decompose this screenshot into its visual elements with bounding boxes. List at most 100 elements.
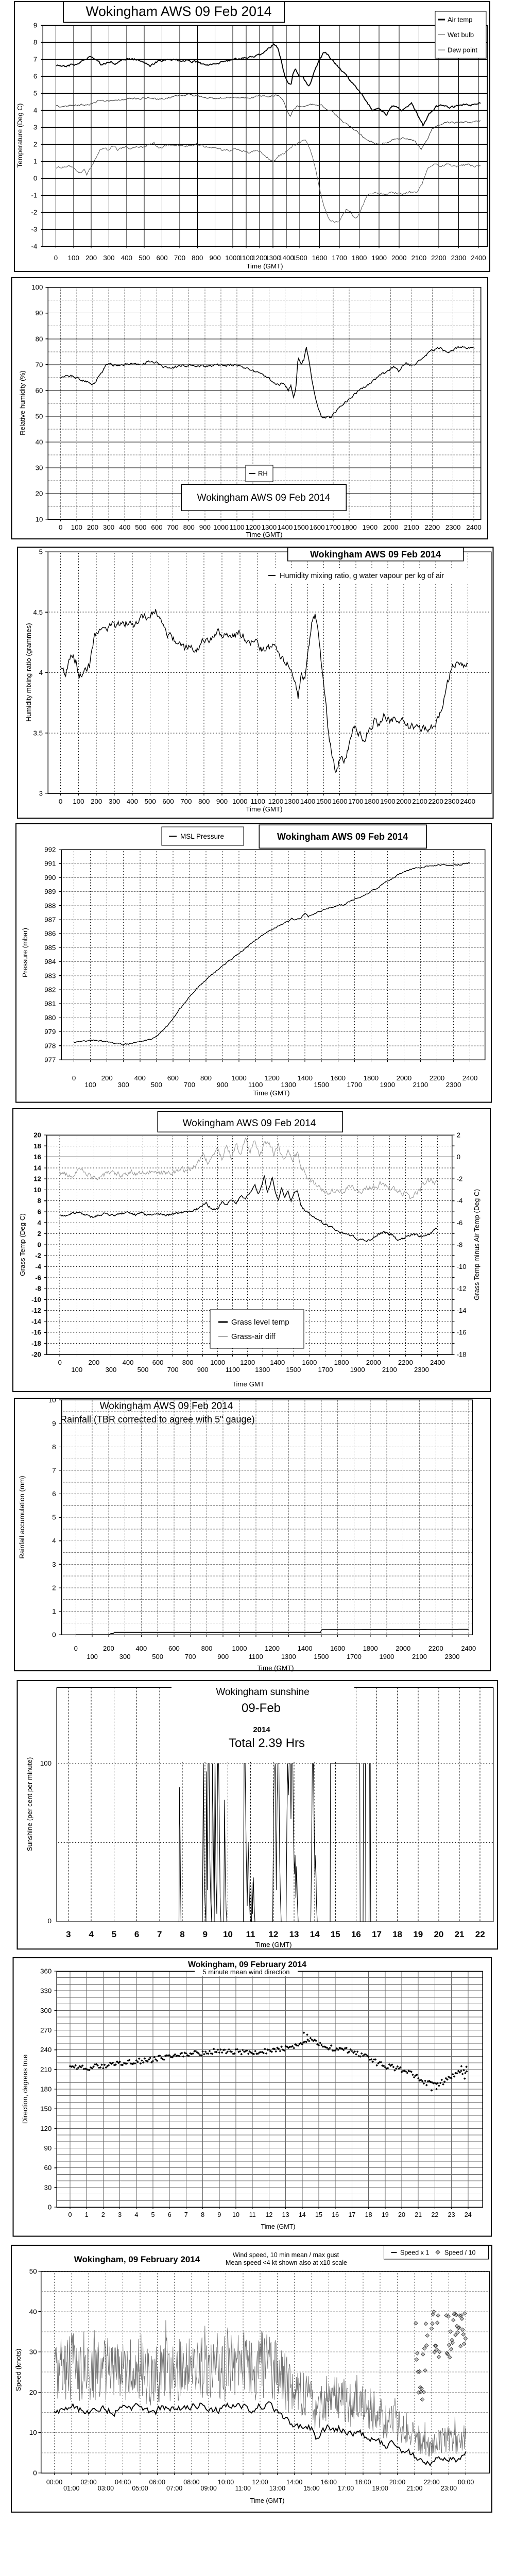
svg-text:50: 50 xyxy=(29,2267,37,2275)
svg-text:200: 200 xyxy=(91,798,102,805)
svg-text:600: 600 xyxy=(168,1645,180,1652)
svg-text:100: 100 xyxy=(73,798,84,805)
svg-text:900: 900 xyxy=(217,1653,229,1660)
svg-text:6: 6 xyxy=(168,2211,171,2218)
svg-text:Wokingham AWS 09 Feb 2014: Wokingham AWS 09 Feb 2014 xyxy=(100,1401,233,1412)
svg-text:500: 500 xyxy=(145,798,156,805)
svg-text:2300: 2300 xyxy=(451,254,467,262)
svg-text:500: 500 xyxy=(151,1081,162,1089)
svg-text:989: 989 xyxy=(44,888,56,895)
svg-text:1400: 1400 xyxy=(300,798,316,805)
svg-text:200: 200 xyxy=(88,1359,99,1366)
svg-text:3: 3 xyxy=(118,2211,122,2218)
svg-text:700: 700 xyxy=(167,523,179,531)
svg-text:Total 2.39 Hrs: Total 2.39 Hrs xyxy=(229,1736,305,1750)
svg-text:100: 100 xyxy=(40,1759,52,1767)
svg-text:2000: 2000 xyxy=(391,254,407,262)
svg-text:2: 2 xyxy=(101,2211,105,2218)
svg-text:Time (GMT): Time (GMT) xyxy=(255,1941,291,1948)
svg-text:Wokingham AWS 09 Feb 2014: Wokingham AWS 09 Feb 2014 xyxy=(310,549,441,560)
svg-text:8: 8 xyxy=(180,1929,184,1939)
svg-text:03:00: 03:00 xyxy=(98,2485,114,2492)
svg-text:1000: 1000 xyxy=(232,798,248,805)
svg-text:10: 10 xyxy=(29,2429,37,2436)
svg-text:1400: 1400 xyxy=(270,1359,285,1366)
svg-text:17: 17 xyxy=(372,1929,382,1939)
svg-text:1700: 1700 xyxy=(347,1653,362,1660)
svg-text:8: 8 xyxy=(33,39,37,46)
svg-text:16: 16 xyxy=(33,1153,41,1161)
svg-text:18: 18 xyxy=(392,1929,402,1939)
svg-text:4: 4 xyxy=(38,1219,42,1227)
svg-text:-16: -16 xyxy=(31,1329,41,1336)
svg-text:1200: 1200 xyxy=(240,1359,255,1366)
svg-text:900: 900 xyxy=(210,254,221,262)
svg-text:Wokingham AWS 09 Feb 2014: Wokingham AWS 09 Feb 2014 xyxy=(197,493,331,503)
svg-text:-2: -2 xyxy=(35,1252,41,1260)
svg-text:0: 0 xyxy=(72,1074,76,1082)
svg-text:19: 19 xyxy=(413,1929,423,1939)
svg-text:4.5: 4.5 xyxy=(33,608,43,616)
svg-text:2400: 2400 xyxy=(466,523,482,531)
svg-text:70: 70 xyxy=(36,361,43,368)
svg-text:2400: 2400 xyxy=(430,1359,445,1366)
svg-text:06:00: 06:00 xyxy=(149,2479,165,2486)
svg-text:1800: 1800 xyxy=(364,798,380,805)
svg-text:1000: 1000 xyxy=(231,1074,247,1082)
svg-text:Time (GMT): Time (GMT) xyxy=(246,262,283,270)
svg-text:22:00: 22:00 xyxy=(423,2479,439,2486)
svg-text:2000: 2000 xyxy=(383,523,399,531)
svg-text:1100: 1100 xyxy=(230,523,245,531)
svg-text:14:00: 14:00 xyxy=(286,2479,302,2486)
svg-text:10: 10 xyxy=(36,515,43,523)
svg-text:2300: 2300 xyxy=(414,1366,429,1374)
svg-text:20: 20 xyxy=(33,1131,41,1139)
svg-text:1000: 1000 xyxy=(232,1645,247,1652)
svg-text:2100: 2100 xyxy=(382,1366,397,1374)
svg-text:983: 983 xyxy=(44,972,56,979)
svg-text:100: 100 xyxy=(31,283,43,291)
svg-text:40: 40 xyxy=(36,438,43,446)
svg-text:Time (GMT): Time (GMT) xyxy=(253,1089,289,1097)
svg-text:200: 200 xyxy=(101,1074,113,1082)
svg-text:120: 120 xyxy=(40,2125,52,2132)
svg-text:Wokingham AWS 09 Feb 2014: Wokingham AWS 09 Feb 2014 xyxy=(183,1118,316,1129)
svg-text:7: 7 xyxy=(33,56,37,63)
svg-text:500: 500 xyxy=(135,523,146,531)
svg-text:5: 5 xyxy=(33,90,37,97)
svg-text:08:00: 08:00 xyxy=(183,2479,199,2486)
svg-text:4: 4 xyxy=(134,2211,138,2218)
svg-text:400: 400 xyxy=(121,254,132,262)
svg-text:10: 10 xyxy=(232,2211,239,2218)
svg-text:991: 991 xyxy=(44,860,56,868)
svg-text:12: 12 xyxy=(268,1929,278,1939)
svg-text:1900: 1900 xyxy=(363,523,378,531)
svg-text:80: 80 xyxy=(36,335,43,343)
svg-text:1100: 1100 xyxy=(250,798,265,805)
svg-text:1300: 1300 xyxy=(281,1081,296,1089)
svg-text:400: 400 xyxy=(123,1359,134,1366)
svg-text:Relative humidity (%): Relative humidity (%) xyxy=(19,370,26,435)
svg-text:Time (GMT): Time (GMT) xyxy=(246,805,282,813)
svg-text:2: 2 xyxy=(457,1131,460,1139)
svg-text:0: 0 xyxy=(54,254,58,262)
svg-text:977: 977 xyxy=(44,1056,56,1064)
svg-text:700: 700 xyxy=(184,1081,195,1089)
svg-text:100: 100 xyxy=(71,1366,82,1374)
svg-text:200: 200 xyxy=(103,1645,114,1652)
svg-text:-2: -2 xyxy=(31,209,37,216)
svg-text:1500: 1500 xyxy=(292,254,307,262)
svg-text:1900: 1900 xyxy=(380,1081,396,1089)
svg-text:800: 800 xyxy=(182,1359,194,1366)
svg-text:270: 270 xyxy=(40,2026,52,2034)
svg-text:2000: 2000 xyxy=(396,798,411,805)
svg-text:20: 20 xyxy=(398,2211,405,2218)
svg-text:Speed (knots): Speed (knots) xyxy=(14,2349,22,2392)
svg-text:-14: -14 xyxy=(31,1317,42,1325)
svg-text:Wind speed, 10 min mean / max: Wind speed, 10 min mean / max gust xyxy=(233,2251,339,2259)
svg-text:990: 990 xyxy=(44,874,56,882)
svg-text:7: 7 xyxy=(157,1929,162,1939)
svg-text:1300: 1300 xyxy=(284,798,300,805)
svg-text:2000: 2000 xyxy=(366,1359,381,1366)
svg-text:1900: 1900 xyxy=(380,798,396,805)
